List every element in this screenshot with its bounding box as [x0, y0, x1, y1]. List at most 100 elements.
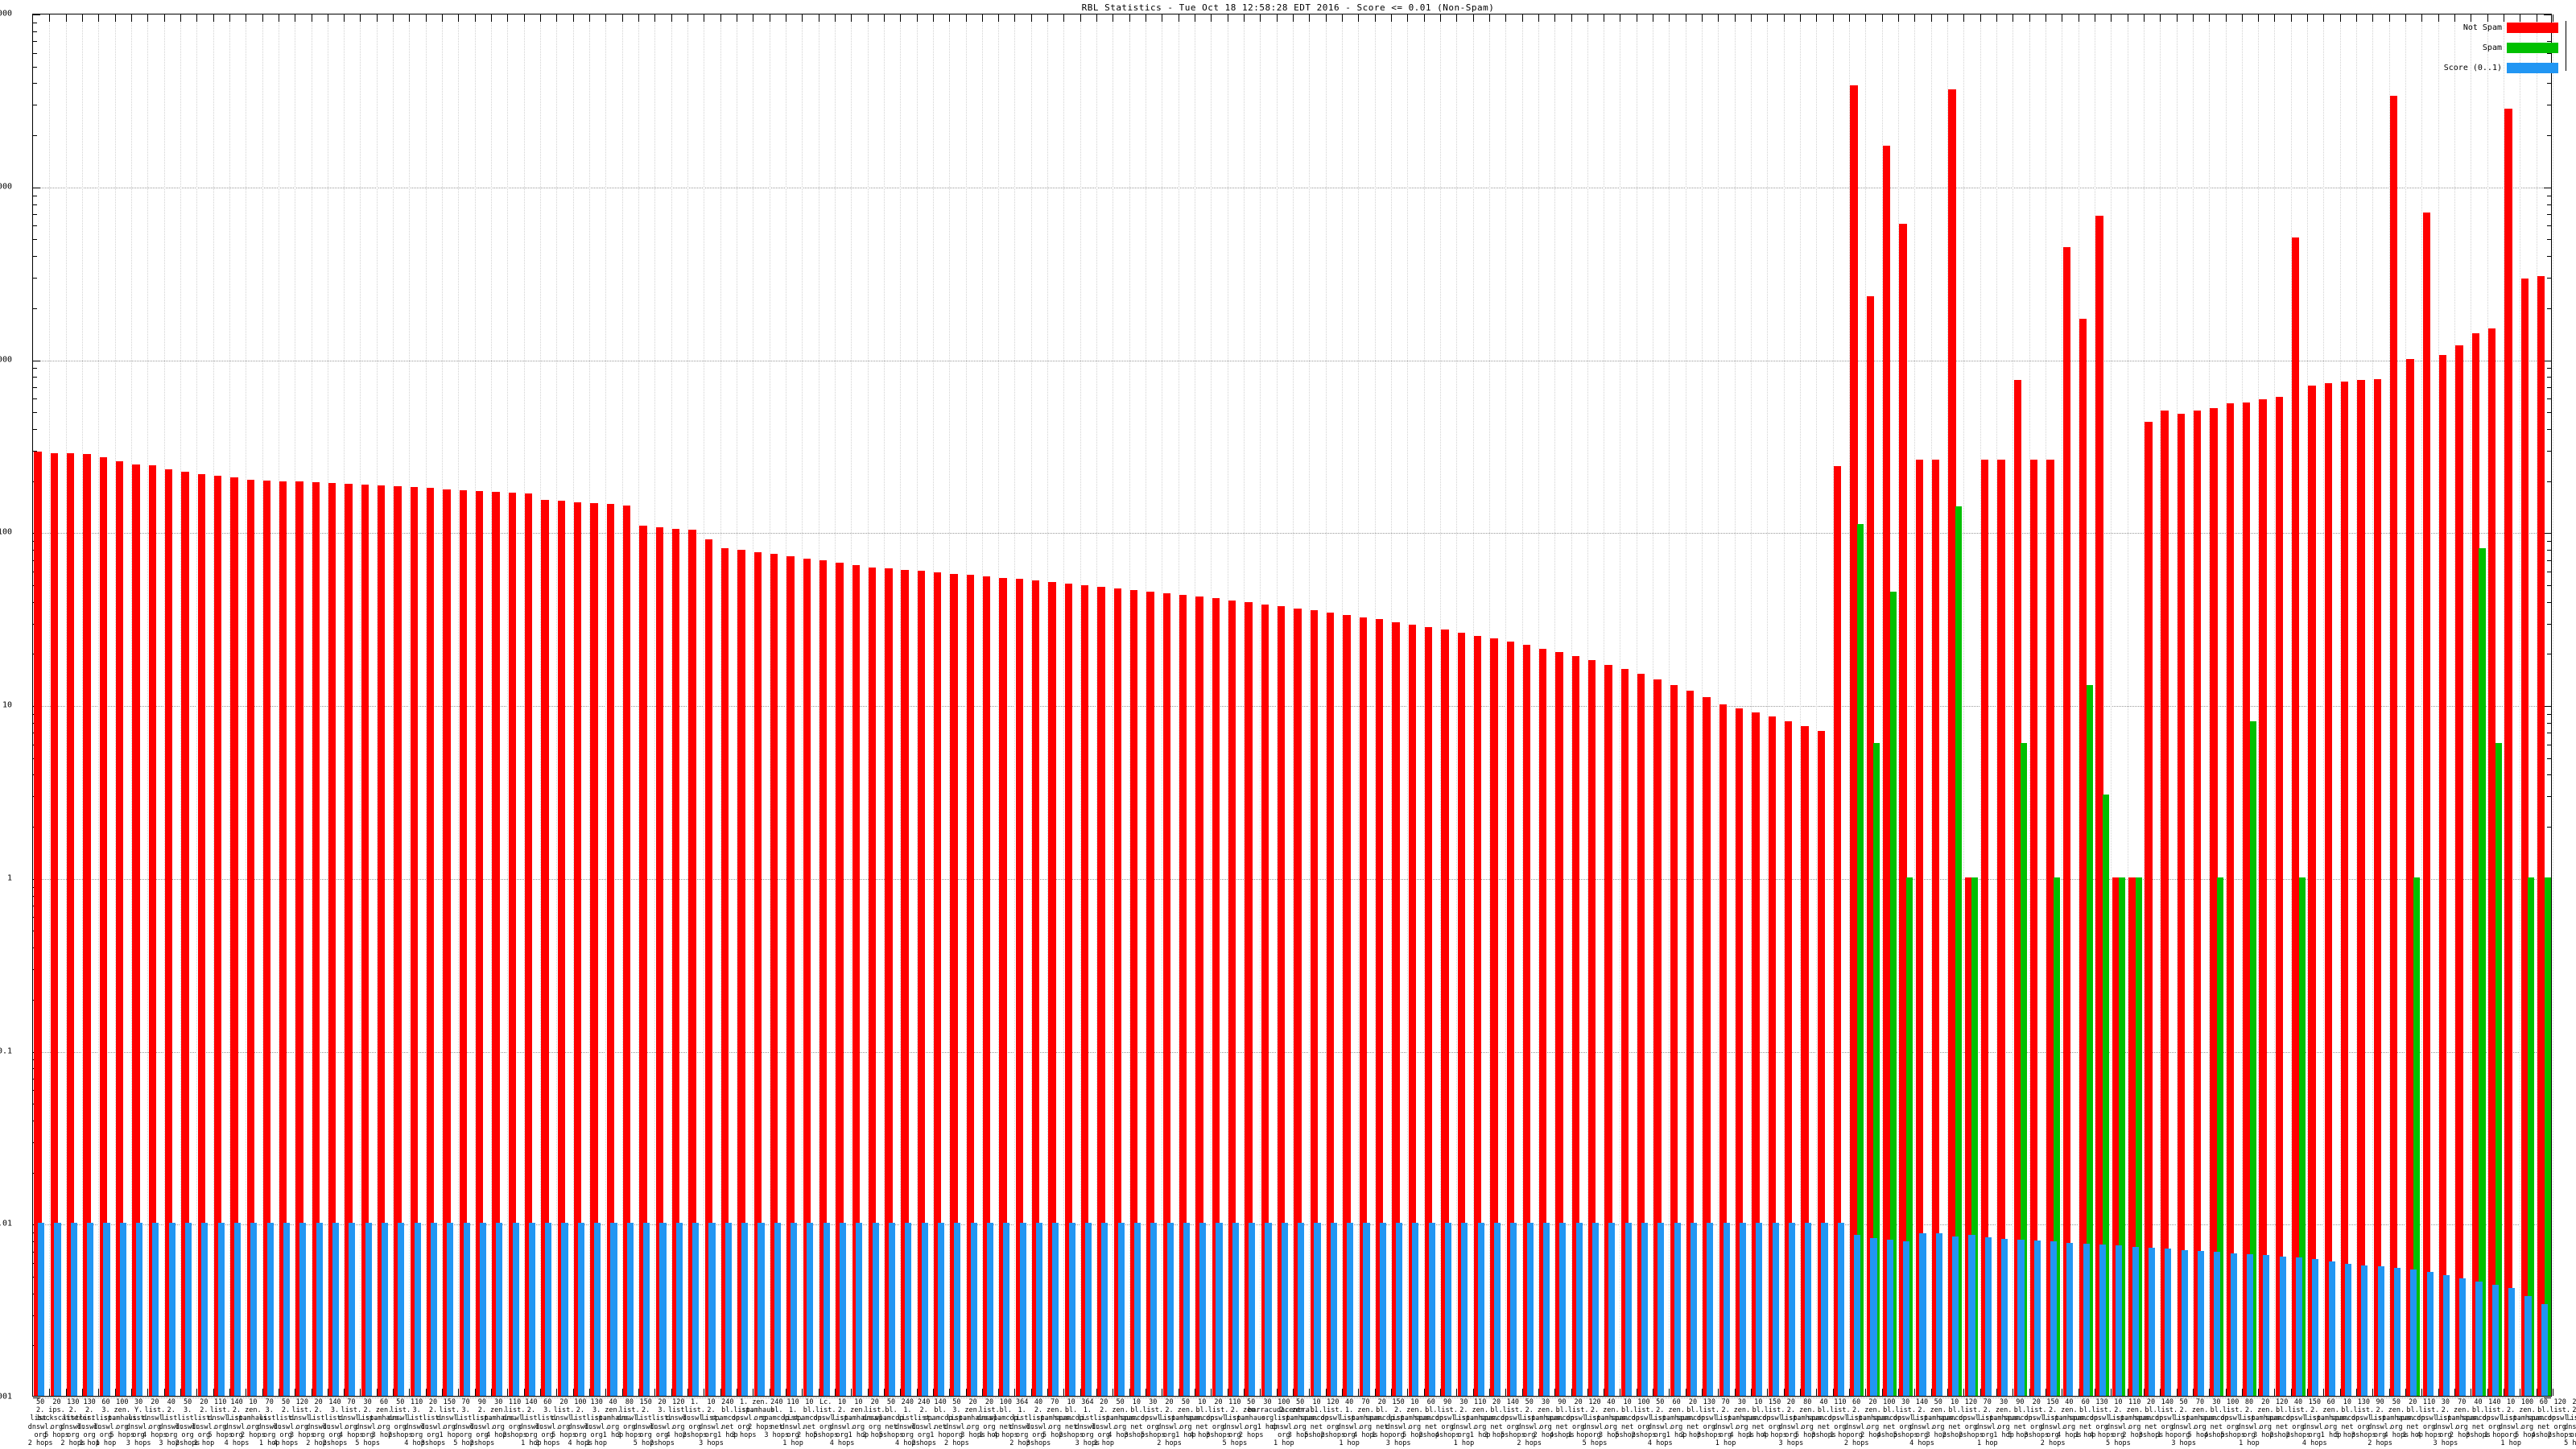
- x-axis-labels: 50 2. list. dnswl. org 2 hops 20 ips. bac…: [28, 1398, 2576, 1449]
- y-axis-minor-tick: [2547, 827, 2551, 828]
- bar-score: [905, 1223, 912, 1396]
- bar-not-spam: [181, 471, 189, 1396]
- bar-not-spam: [803, 558, 811, 1396]
- y-axis-tick-label: 0.001: [0, 1392, 12, 1402]
- x-axis-tick-label: 60 bl. spamcop. net 4 hops: [2527, 1398, 2561, 1439]
- bar-not-spam: [1310, 610, 1318, 1396]
- x-axis-tick: [1374, 1389, 1376, 1396]
- bar-spam: [2413, 877, 2421, 1396]
- x-axis-tick: [654, 1389, 656, 1396]
- x-axis-tick-label: 110 zen. spamhaus. org 2 hops: [2116, 1398, 2153, 1439]
- bar-not-spam: [1964, 877, 1972, 1396]
- bar-score: [332, 1223, 340, 1396]
- x-axis-tick-label: 20 2. list. dnswl. org 3 hops: [1778, 1398, 1804, 1448]
- x-axis-tick: [916, 14, 918, 22]
- x-axis-tick-label: 10 bl. spamcop. net 1 hop: [1741, 1398, 1775, 1439]
- x-axis-tick: [687, 14, 688, 22]
- bar-not-spam: [2013, 380, 2021, 1396]
- bar-not-spam: [950, 573, 958, 1396]
- x-axis-tick: [2192, 1389, 2194, 1396]
- x-axis-tick-label: 20 2. list. dnswl. org 2 hops: [306, 1398, 332, 1448]
- gridline-vertical: [621, 14, 623, 1396]
- x-axis-tick-label: 90 2. list. dnswl. org 2 hops: [2368, 1398, 2392, 1448]
- x-axis-tick-label: 20 zen. spamhaus. org 3 hops: [2247, 1398, 2285, 1439]
- x-axis-tick-label: 150 list. dnswl. org 4 hops: [1762, 1398, 1787, 1439]
- bar-score: [610, 1223, 617, 1396]
- bar-score: [1019, 1223, 1026, 1396]
- bar-score: [2230, 1253, 2237, 1396]
- x-axis-tick: [802, 14, 803, 22]
- x-axis-tick-label: 50 2. list. dnswl. org 4 hops: [1647, 1398, 1673, 1448]
- x-axis-tick: [1669, 14, 1670, 22]
- bar-score: [168, 1223, 175, 1396]
- gridline-vertical: [1946, 14, 1948, 1396]
- bar-not-spam: [1980, 460, 1989, 1396]
- bar-not-spam: [1162, 592, 1171, 1396]
- x-axis-tick-label: 110 3. list. dnswl. org 4 hops: [404, 1398, 429, 1448]
- x-axis-tick-label: 20 2. list. dnswl. org 1 hop: [192, 1398, 217, 1448]
- bar-score: [1739, 1223, 1746, 1396]
- bar-not-spam: [115, 460, 124, 1396]
- x-axis-tick: [1587, 14, 1588, 22]
- x-axis-tick-label: 70 3. list. dnswl. org 1 hop: [257, 1398, 283, 1448]
- bar-score: [2475, 1281, 2483, 1396]
- y-axis-minor-tick: [2547, 256, 2551, 258]
- x-axis-tick: [883, 1389, 885, 1396]
- x-axis-tick-label: 40 zen. spamhaus. org 3 hops: [1592, 1398, 1630, 1439]
- gridline-vertical: [130, 14, 132, 1396]
- x-axis-tick-label: 364 1. list. dnswl. org 2 hops: [1009, 1398, 1034, 1448]
- bar-score: [2214, 1252, 2221, 1396]
- gridline-vertical: [1996, 14, 1997, 1396]
- bar-not-spam: [1522, 645, 1531, 1396]
- bar-not-spam: [394, 486, 402, 1396]
- x-axis-tick-label: 50 3. list. dnswl. org 2 hops: [175, 1398, 200, 1448]
- bar-not-spam: [345, 484, 353, 1396]
- gridline-vertical: [965, 14, 967, 1396]
- bar-score: [954, 1223, 961, 1396]
- gridline-vertical: [2454, 14, 2456, 1396]
- bar-not-spam: [1457, 632, 1465, 1396]
- bar-score: [1952, 1236, 1959, 1396]
- x-axis-tick: [1571, 14, 1572, 22]
- bar-not-spam: [2308, 385, 2316, 1396]
- y-axis-minor-tick: [33, 256, 37, 258]
- bar-not-spam: [1441, 630, 1449, 1396]
- x-axis-tick: [540, 1389, 542, 1396]
- x-axis-tick: [2225, 14, 2227, 22]
- x-axis-tick-label: 70 list. dnswl. org 4 hops: [338, 1398, 364, 1439]
- gridline-vertical: [638, 14, 639, 1396]
- x-axis-tick: [2209, 1389, 2211, 1396]
- x-axis-tick-label: 100 list. dnswl. org 5 hops: [2220, 1398, 2246, 1439]
- bar-not-spam: [655, 526, 663, 1396]
- x-axis-tick-label: 240 bl. spamcop. net 1 hop: [711, 1398, 745, 1439]
- x-axis-tick-label: 90 2. list. dnswl. org 2 hops: [469, 1398, 495, 1448]
- bar-not-spam: [2487, 328, 2496, 1396]
- x-axis-tick-label: 50 2. list. dnswl. org 2 hops: [1517, 1398, 1542, 1448]
- gridline-vertical: [605, 14, 607, 1396]
- x-axis-tick-label: 30 zen. spamhaus. org 4 hops: [1723, 1398, 1761, 1439]
- x-axis-tick-label: 30 2. list. dnswl. org 5 hops: [355, 1398, 380, 1448]
- bar-score: [2393, 1268, 2401, 1396]
- bar-score: [1477, 1223, 1484, 1396]
- bar-score: [2361, 1265, 2368, 1396]
- x-axis-tick: [720, 14, 721, 22]
- x-axis-tick: [262, 1389, 263, 1396]
- x-axis-tick-label: 120 list. dnswl. org 2 hops: [1320, 1398, 1346, 1439]
- x-axis-tick: [981, 1389, 983, 1396]
- x-axis-tick-label: Lc. list. dnswl. org 5 hops: [813, 1398, 839, 1439]
- x-axis-tick-label: 70 zen. spamhaus. org 4 hops: [1347, 1398, 1385, 1439]
- bar-not-spam: [50, 452, 58, 1396]
- x-axis-tick: [2143, 1389, 2145, 1396]
- bar-layer: [33, 14, 2551, 1396]
- x-axis-tick: [2029, 1389, 2030, 1396]
- x-axis-tick-label: 120 bl. spamcop. net 2 hops: [2265, 1398, 2299, 1439]
- bar-score: [2524, 1295, 2532, 1396]
- bar-score: [1870, 1237, 1877, 1396]
- x-axis-tick-label: 20 3. list. dnswl. org 2 hops: [650, 1398, 675, 1448]
- x-axis-tick: [2290, 1389, 2292, 1396]
- bar-score: [1035, 1223, 1043, 1396]
- y-axis-minor-tick: [2547, 559, 2551, 561]
- x-axis-tick: [1080, 14, 1081, 22]
- bar-score: [1984, 1236, 1992, 1396]
- bar-score: [447, 1223, 454, 1396]
